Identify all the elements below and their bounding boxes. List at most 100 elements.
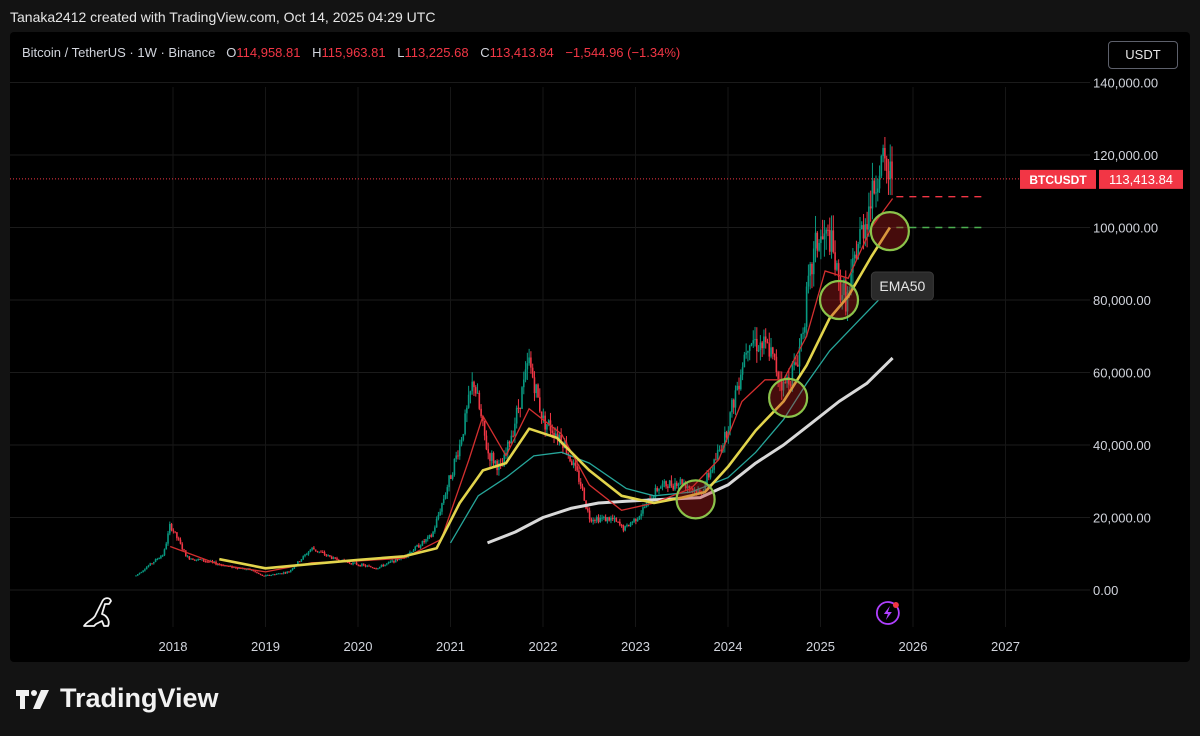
candle-body bbox=[852, 258, 854, 273]
candle-body bbox=[483, 420, 486, 436]
candle-body bbox=[834, 252, 836, 270]
tradingview-logo-icon bbox=[16, 689, 49, 709]
candle-body bbox=[821, 236, 824, 240]
candle-body bbox=[329, 555, 331, 557]
y-tick-label: 0.00 bbox=[1093, 583, 1118, 598]
candle-body bbox=[809, 263, 811, 276]
candle-body bbox=[289, 569, 292, 572]
candle-body bbox=[176, 532, 178, 539]
candle-body bbox=[158, 558, 160, 560]
candle-body bbox=[521, 387, 523, 409]
candle-body bbox=[891, 161, 893, 179]
candle-body bbox=[754, 338, 756, 341]
candle-body bbox=[706, 473, 708, 484]
candle-body bbox=[293, 566, 296, 569]
candle-body bbox=[334, 557, 337, 559]
candle-body bbox=[837, 263, 840, 277]
ema-white-line bbox=[486, 356, 894, 545]
open-value: 114,958.81 bbox=[236, 45, 301, 60]
candle-body bbox=[800, 333, 803, 347]
candle-body bbox=[151, 563, 153, 565]
candle-body bbox=[691, 488, 694, 490]
x-tick-label: 2019 bbox=[251, 639, 280, 654]
candle-body bbox=[857, 244, 860, 260]
candle-body bbox=[410, 551, 413, 553]
candle-body bbox=[233, 567, 235, 569]
currency-button[interactable]: USDT bbox=[1108, 41, 1178, 69]
candle-body bbox=[181, 543, 184, 550]
candle-body bbox=[871, 180, 874, 209]
candle-body bbox=[377, 568, 379, 570]
ema-teal-line bbox=[449, 285, 894, 544]
candle-body bbox=[738, 385, 740, 390]
candle-body bbox=[869, 206, 872, 209]
candle-body bbox=[547, 420, 550, 425]
touch-circle bbox=[869, 211, 910, 252]
chart-panel[interactable]: EMA50 BTCUSDT 113,413.84 140,000.00 120,000… bbox=[10, 32, 1190, 662]
candle-body bbox=[844, 280, 847, 312]
candle-body bbox=[740, 374, 742, 390]
candle-body bbox=[453, 458, 456, 475]
x-tick-label: 2024 bbox=[714, 639, 743, 654]
candle-body bbox=[444, 494, 447, 499]
candle-body bbox=[631, 521, 634, 524]
candle-body bbox=[860, 225, 863, 230]
candle-body bbox=[859, 229, 861, 245]
candle-body bbox=[681, 479, 683, 485]
candle-body bbox=[553, 432, 555, 438]
candle-body bbox=[140, 572, 143, 574]
candle-body bbox=[284, 572, 287, 574]
candle-body bbox=[423, 540, 425, 542]
candle-body bbox=[425, 539, 427, 542]
candle-body bbox=[168, 524, 171, 534]
candle-body bbox=[795, 362, 797, 365]
candle-body bbox=[766, 342, 769, 344]
candle-body bbox=[583, 488, 586, 501]
candle-body bbox=[868, 206, 870, 230]
candle-body bbox=[135, 575, 137, 577]
candle-body bbox=[435, 518, 438, 528]
candle-body bbox=[163, 549, 166, 556]
candle-body bbox=[588, 510, 591, 520]
candle-body bbox=[841, 295, 844, 301]
candle-body bbox=[784, 382, 787, 384]
candle-body bbox=[731, 399, 733, 413]
candle-body bbox=[138, 572, 141, 575]
candle-body bbox=[828, 230, 831, 252]
candle-body bbox=[366, 565, 369, 567]
candle-body bbox=[268, 574, 271, 576]
axes: 140,000.00 120,000.00 100,000.00 80,000.00 6… bbox=[159, 76, 1159, 655]
candle-body bbox=[346, 561, 349, 563]
candle-body bbox=[469, 391, 472, 395]
candle-body bbox=[772, 347, 774, 354]
candle-body bbox=[757, 350, 760, 352]
candle-body bbox=[476, 392, 479, 394]
candle-body bbox=[576, 466, 578, 471]
candle-body bbox=[492, 452, 495, 464]
candle-body bbox=[204, 561, 207, 563]
price-chart[interactable]: EMA50 BTCUSDT 113,413.84 140,000.00 120,000… bbox=[10, 32, 1190, 662]
candle-body bbox=[635, 518, 637, 522]
candle-body bbox=[633, 518, 635, 522]
candle-body bbox=[320, 551, 322, 553]
candle-body bbox=[556, 433, 559, 440]
candle-body bbox=[716, 450, 719, 460]
candle-body bbox=[807, 275, 810, 287]
candle-body bbox=[814, 232, 817, 249]
candle-body bbox=[156, 559, 159, 561]
candles bbox=[135, 136, 893, 577]
candle-body bbox=[357, 564, 360, 566]
candle-body bbox=[811, 263, 813, 275]
candle-body bbox=[796, 364, 799, 367]
candle-body bbox=[875, 192, 877, 194]
candle-body bbox=[498, 463, 500, 471]
symbol-info[interactable]: Bitcoin / TetherUS · 1W · Binance bbox=[22, 45, 216, 60]
candle-body bbox=[416, 545, 418, 547]
candle-body bbox=[279, 573, 281, 575]
candle-body bbox=[313, 547, 315, 550]
candle-body bbox=[551, 430, 554, 433]
candle-body bbox=[610, 517, 612, 521]
candle-body bbox=[571, 461, 573, 466]
candle-body bbox=[505, 452, 507, 455]
candle-body bbox=[654, 488, 657, 498]
